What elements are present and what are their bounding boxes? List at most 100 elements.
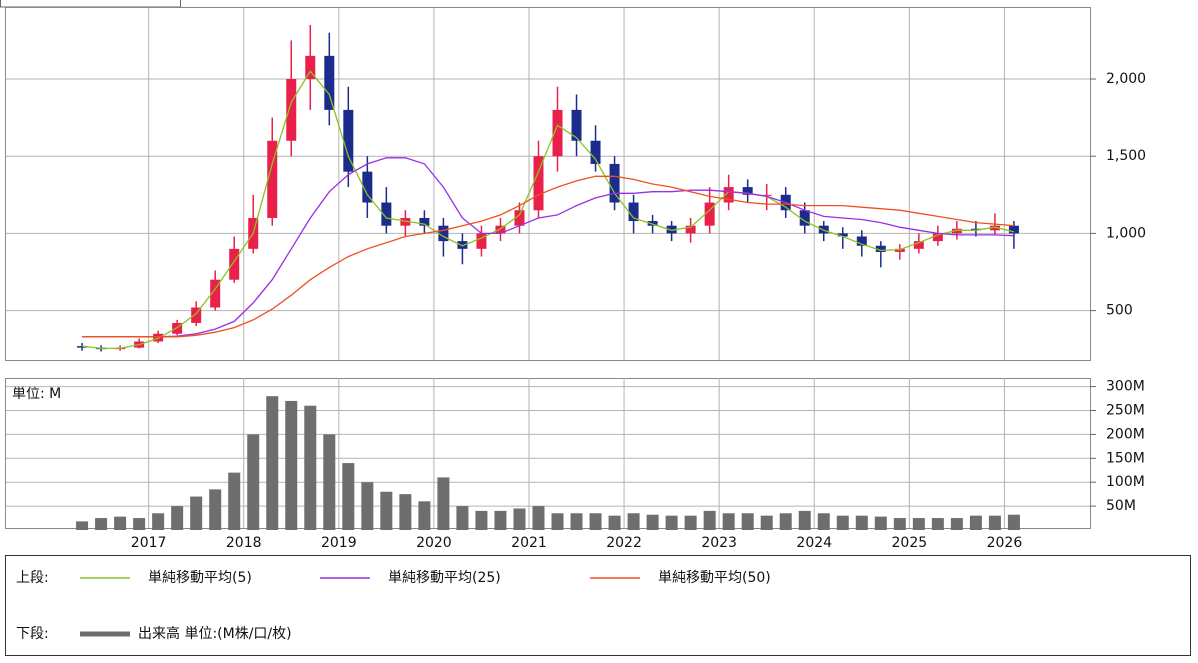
candle-body <box>970 228 981 231</box>
candle-body <box>191 307 202 323</box>
candle-body <box>932 233 943 242</box>
legend-label: 下段: <box>16 626 49 642</box>
legend-text: 単純移動平均(25) <box>388 570 501 586</box>
candle-body <box>913 241 924 249</box>
x-tick-label: 2024 <box>796 535 832 551</box>
volume-bar <box>76 521 89 530</box>
volume-bar <box>475 510 488 530</box>
candle-body <box>533 156 544 211</box>
candle-body <box>210 279 221 308</box>
x-tick-label: 2025 <box>892 535 928 551</box>
candle-body <box>685 225 696 234</box>
volume-bar <box>760 515 773 530</box>
volume-bar <box>969 515 982 530</box>
candle-body <box>343 109 354 172</box>
legend-text: 単純移動平均(5) <box>148 570 252 586</box>
volume-bar <box>855 515 868 530</box>
candle-body <box>704 202 715 226</box>
volume-bar <box>494 510 507 530</box>
legend-label: 上段: <box>16 570 49 586</box>
candle-body <box>818 225 829 234</box>
volume-bar <box>361 482 374 530</box>
x-tick-label: 2019 <box>321 535 357 551</box>
volume-bar <box>456 506 469 530</box>
moving-average <box>82 157 1014 338</box>
y-tick-label: 300M <box>1106 379 1145 395</box>
candle-body <box>400 217 411 226</box>
volume-bar <box>836 515 849 530</box>
candle-body <box>267 140 278 218</box>
candle-body <box>286 79 297 141</box>
candle-body <box>609 163 620 203</box>
candle-body <box>666 225 677 234</box>
volume-bar <box>665 515 678 530</box>
y-tick-label: 200M <box>1106 426 1145 442</box>
candle-body <box>552 109 563 157</box>
volume-bar <box>133 518 146 530</box>
x-tick-label: 2017 <box>131 535 167 551</box>
candle-body <box>989 225 1000 231</box>
x-tick-label: 2018 <box>226 535 262 551</box>
candle-body <box>875 245 886 252</box>
volume-bar <box>228 472 241 530</box>
moving-average <box>82 175 1014 338</box>
volume-bar <box>323 434 336 530</box>
candle-body <box>856 236 867 246</box>
volume-bar <box>627 513 640 530</box>
legend-text: 出来高 単位:(M株/口/枚) <box>138 625 292 642</box>
y-tick-label: 50M <box>1106 498 1136 514</box>
x-tick-label: 2022 <box>606 535 642 551</box>
volume-bar <box>95 518 108 530</box>
volume-bar <box>190 496 203 530</box>
price-panel <box>5 7 1091 361</box>
candle-body <box>894 248 905 252</box>
volume-bar <box>912 518 925 530</box>
volume-bar <box>741 513 754 530</box>
legend-text: 単純移動平均(50) <box>658 570 771 586</box>
candle-body <box>324 55 335 110</box>
candle-body <box>647 221 658 226</box>
candle-body <box>514 210 525 226</box>
volume-bar <box>380 491 393 530</box>
candle-body <box>419 217 430 226</box>
candle-body <box>476 233 487 249</box>
volume-bar <box>798 510 811 530</box>
moving-average <box>82 70 1015 350</box>
volume-bar <box>532 506 545 530</box>
volume-bar <box>988 515 1001 530</box>
volume-bar <box>152 513 165 530</box>
volume-bar <box>551 513 564 530</box>
volume-bar <box>114 516 127 530</box>
volume-bar <box>646 514 659 530</box>
candle-body <box>457 241 468 249</box>
volume-bar <box>1007 514 1020 530</box>
volume-bar <box>779 513 792 530</box>
candle-body <box>723 187 734 203</box>
x-tick-label: 2026 <box>987 535 1023 551</box>
volume-bar <box>513 508 526 530</box>
candle-body <box>761 194 772 196</box>
candle-body <box>742 187 753 195</box>
y-tick-label: 2,000 <box>1106 71 1146 87</box>
candle-body <box>381 202 392 226</box>
volume-bar <box>684 515 697 530</box>
volume-bar <box>950 518 963 530</box>
volume-bar <box>247 434 260 530</box>
candle-body <box>305 55 316 80</box>
volume-bar <box>171 506 184 530</box>
volume-bar <box>589 513 602 530</box>
y-tick-label: 100M <box>1106 474 1145 490</box>
candle-body <box>229 248 240 280</box>
candle-body <box>362 171 373 203</box>
volume-panel <box>5 378 1091 529</box>
volume-bar <box>874 516 887 530</box>
volume-bar <box>817 513 830 530</box>
volume-bar <box>342 463 355 530</box>
legend-box <box>5 555 1191 656</box>
volume-bar <box>893 518 906 530</box>
y-tick-label: 500 <box>1106 303 1133 319</box>
volume-bar <box>703 510 716 530</box>
tab <box>0 0 181 8</box>
candle-body <box>438 225 449 242</box>
